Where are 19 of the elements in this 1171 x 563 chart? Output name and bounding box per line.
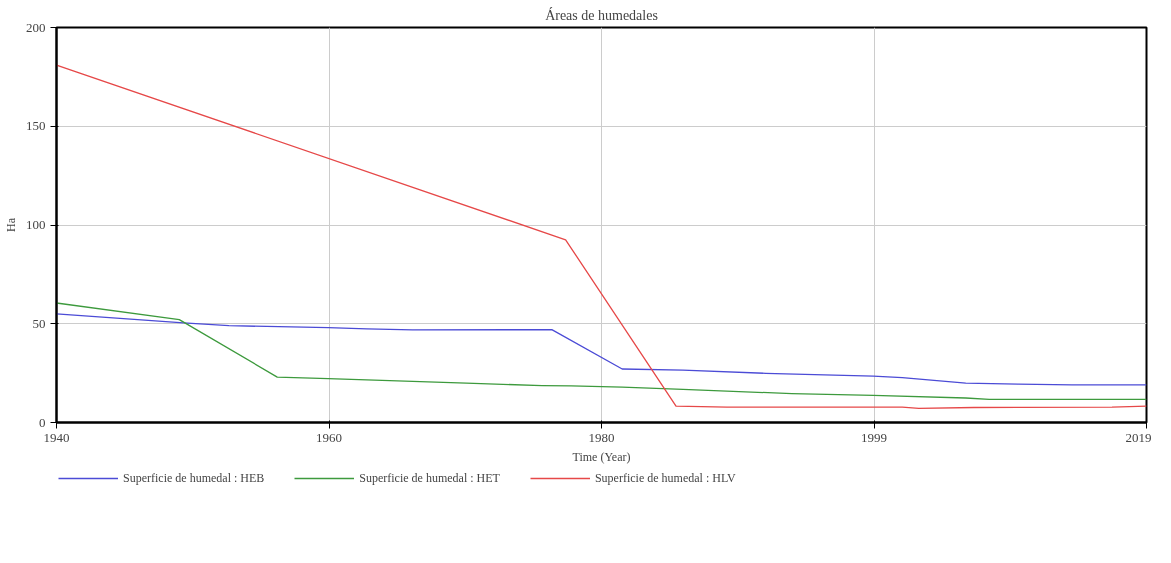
x-tick-label: 1960 <box>316 429 342 445</box>
y-tick-label: 0 <box>39 414 46 430</box>
x-tick-label: 1980 <box>588 429 615 445</box>
legend-label: Superficie de humedal : HLV <box>594 470 736 486</box>
x-tick-label: 1999 <box>861 429 887 445</box>
line-series <box>56 302 1147 401</box>
y-tick-label: 150 <box>26 118 46 134</box>
legend-label: Superficie de humedal : HET <box>359 470 500 486</box>
line-series <box>56 313 1147 386</box>
y-tick-label: 100 <box>26 217 46 232</box>
y-tick-label: 200 <box>26 19 46 35</box>
line-series <box>56 64 1147 409</box>
y-tick-label: 50 <box>32 315 46 331</box>
y-axis-title: Ha <box>4 217 18 232</box>
x-tick-label: 1940 <box>43 429 70 445</box>
x-axis-title: Time (Year) <box>572 449 631 464</box>
x-tick-label: 2019 <box>1125 429 1152 445</box>
chart-title: Áreas de humedales <box>545 6 658 23</box>
legend-label: Superficie de humedal : HEB <box>123 470 265 486</box>
